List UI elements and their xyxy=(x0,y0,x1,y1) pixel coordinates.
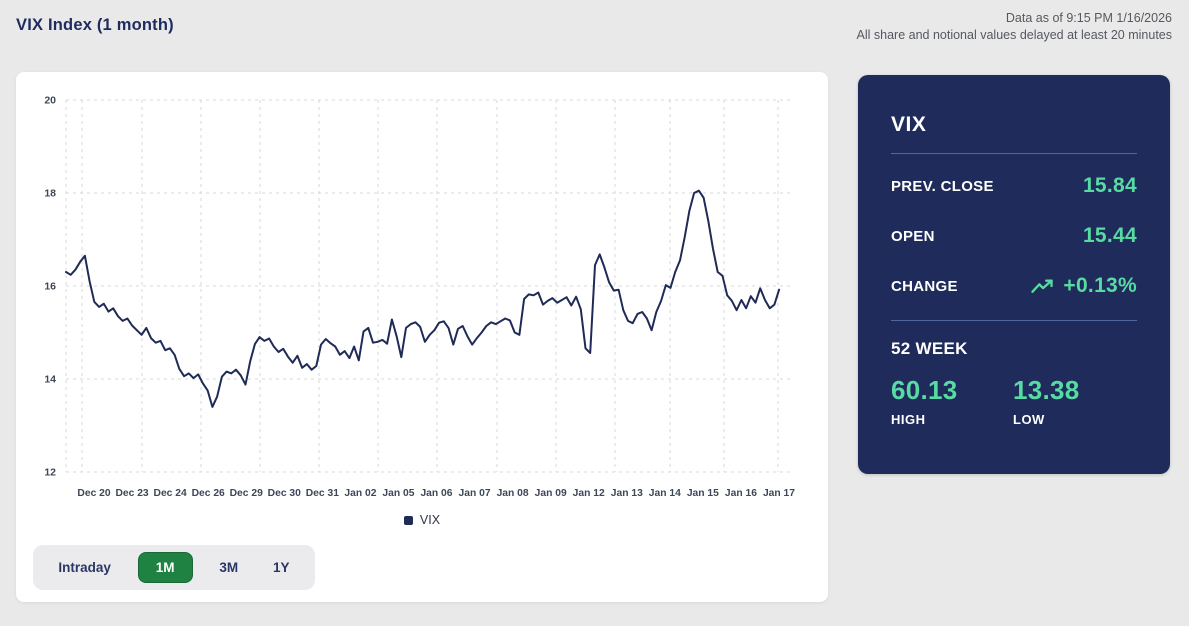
vix-line-series xyxy=(65,189,781,408)
trending-up-icon xyxy=(1031,278,1054,293)
x-tick-label: Dec 30 xyxy=(268,488,301,499)
x-tick-label: Dec 29 xyxy=(230,488,263,499)
range-button-1m[interactable]: 1M xyxy=(137,552,193,583)
quote-row-open: OPEN 15.44 xyxy=(891,224,1137,248)
x-tick-label: Dec 23 xyxy=(115,488,148,499)
legend-label: VIX xyxy=(419,513,441,527)
x-tick-label: Jan 05 xyxy=(382,488,414,499)
52-week-high: 60.13 HIGH xyxy=(891,375,1013,427)
range-button-1y[interactable]: 1Y xyxy=(273,560,290,575)
y-tick-label: 16 xyxy=(44,281,56,293)
quote-row-label: CHANGE xyxy=(891,277,958,295)
y-tick-label: 12 xyxy=(44,467,56,479)
price-chart[interactable]: 20 18 16 14 12 Dec 20 Dec 23 Dec 24 Dec 26 Dec 29… xyxy=(16,72,828,512)
x-tick-label: Jan 08 xyxy=(497,488,529,499)
52-week-title: 52 WEEK xyxy=(891,339,968,358)
quote-row-prev-close: PREV. CLOSE 15.84 xyxy=(891,174,1137,198)
x-tick-label: Dec 26 xyxy=(192,488,225,499)
header-info: Data as of 9:15 PM 1/16/2026 All share a… xyxy=(857,10,1172,44)
quote-row-value: +0.13% xyxy=(1063,274,1137,297)
x-tick-label: Jan 02 xyxy=(344,488,376,499)
x-tick-label: Jan 13 xyxy=(611,488,643,499)
x-tick-label: Jan 07 xyxy=(459,488,491,499)
x-tick-label: Jan 09 xyxy=(535,488,567,499)
y-tick-label: 14 xyxy=(44,374,56,386)
panel-divider xyxy=(891,320,1137,321)
52-week-values: 60.13 HIGH 13.38 LOW xyxy=(891,375,1137,427)
x-tick-label: Jan 15 xyxy=(687,488,719,499)
x-tick-label: Jan 06 xyxy=(420,488,452,499)
quote-row-change: CHANGE +0.13% xyxy=(891,274,1137,298)
range-button-3m[interactable]: 3M xyxy=(219,560,239,575)
range-button-intraday[interactable]: Intraday xyxy=(58,560,111,575)
chart-legend: VIX xyxy=(16,513,828,527)
52-week-low-label: LOW xyxy=(1013,412,1045,427)
panel-divider xyxy=(891,153,1137,154)
data-as-of-text: Data as of 9:15 PM 1/16/2026 xyxy=(1005,11,1172,25)
quote-row-label: OPEN xyxy=(891,227,935,245)
52-week-high-value: 60.13 xyxy=(891,375,958,405)
x-tick-label: Jan 14 xyxy=(649,488,681,499)
quote-symbol: VIX xyxy=(891,113,927,136)
52-week-low-value: 13.38 xyxy=(1013,375,1080,405)
x-axis-labels: Dec 20 Dec 23 Dec 24 Dec 26 Dec 29 Dec 30 Dec … xyxy=(77,488,795,499)
quote-row-value: 15.44 xyxy=(1082,224,1137,247)
chart-card: 20 18 16 14 12 Dec 20 Dec 23 Dec 24 Dec 26 Dec 29… xyxy=(16,72,828,602)
x-tick-label: Jan 12 xyxy=(573,488,605,499)
x-tick-label: Jan 16 xyxy=(725,488,757,499)
time-range-selector: Intraday 1M 3M 1Y xyxy=(33,545,315,590)
delay-disclaimer-text: All share and notional values delayed at… xyxy=(856,28,1172,42)
x-tick-label: Dec 24 xyxy=(154,488,187,499)
x-tick-label: Dec 20 xyxy=(77,488,110,499)
quote-row-label: PREV. CLOSE xyxy=(891,177,994,195)
y-axis-labels: 20 18 16 14 12 xyxy=(44,95,56,479)
y-tick-label: 20 xyxy=(44,95,56,107)
y-tick-label: 18 xyxy=(44,188,56,200)
page-title: VIX Index (1 month) xyxy=(16,16,174,34)
quote-row-value: 15.84 xyxy=(1082,174,1137,197)
chart-gridlines xyxy=(65,99,790,473)
legend-swatch xyxy=(403,515,413,525)
x-tick-label: Dec 31 xyxy=(306,488,339,499)
52-week-low: 13.38 LOW xyxy=(1013,375,1135,427)
quote-panel: VIX PREV. CLOSE 15.84 OPEN 15.44 CHANGE +0.13… xyxy=(858,75,1170,474)
x-tick-label: Jan 17 xyxy=(763,488,795,499)
52-week-high-label: HIGH xyxy=(891,412,926,427)
